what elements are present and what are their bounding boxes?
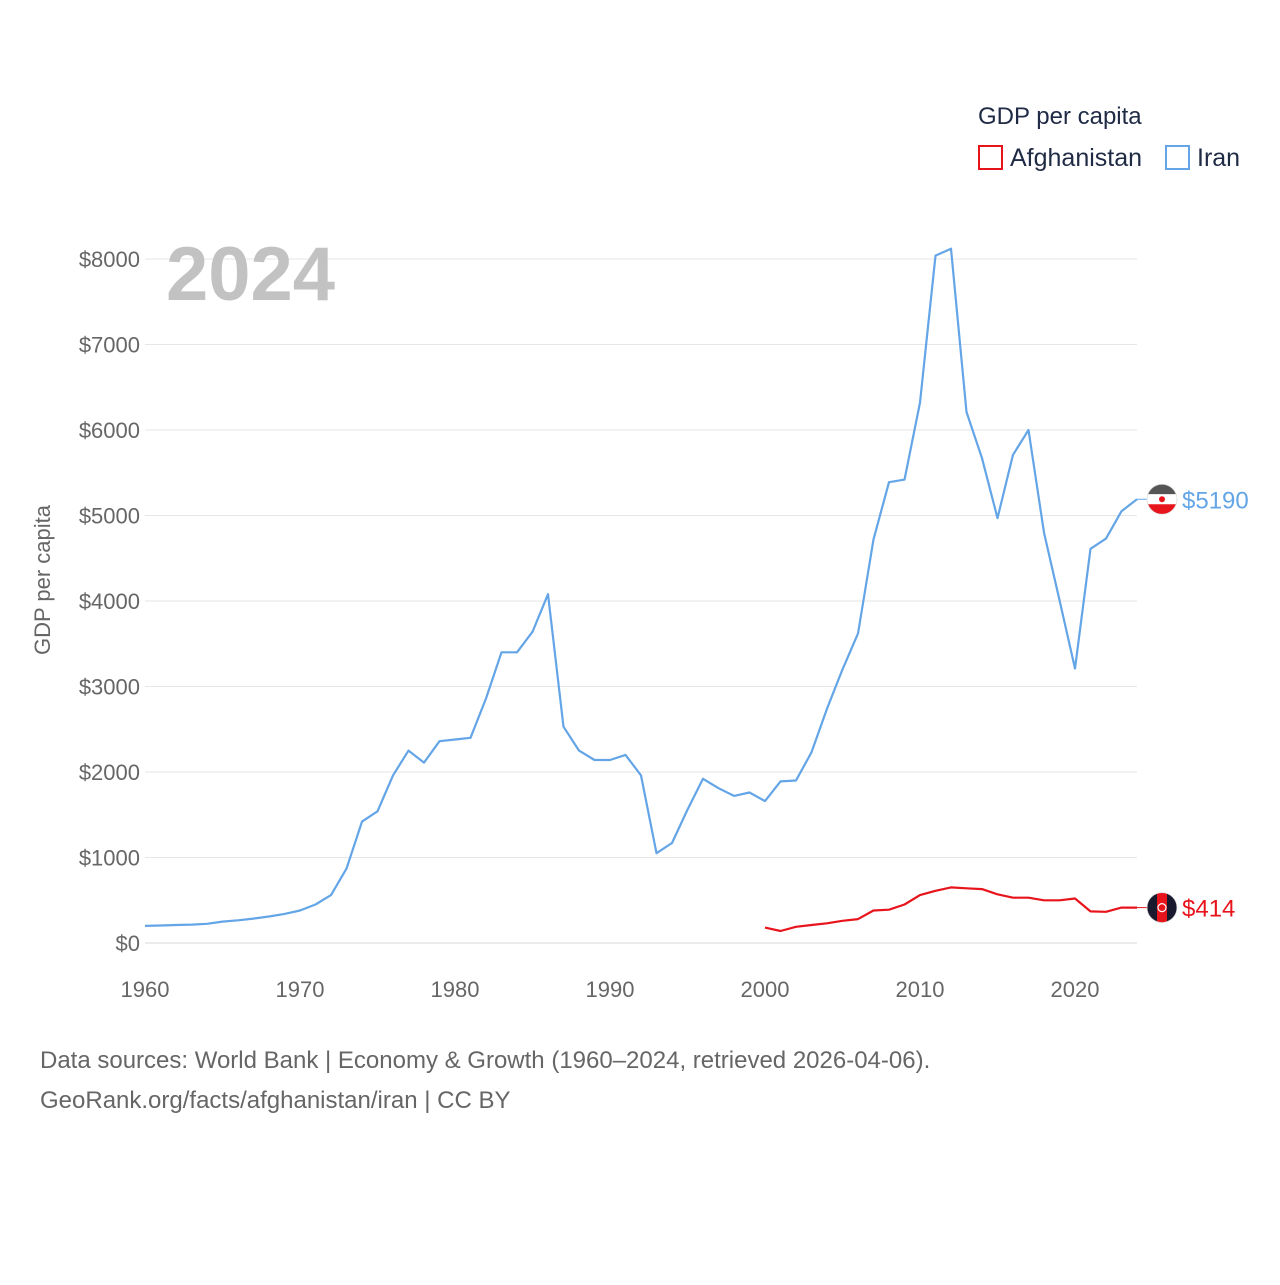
legend-item-afghanistan[interactable]: Afghanistan — [978, 144, 1142, 172]
legend-swatch-afghanistan — [978, 145, 1003, 170]
y-tick-label: $7000 — [79, 333, 140, 358]
y-tick-label: $6000 — [79, 418, 140, 443]
grid-layer — [145, 258, 1137, 944]
x-tick-label: 1960 — [121, 977, 170, 1002]
y-tick-label: $8000 — [79, 247, 140, 272]
iran-flag-icon — [1146, 483, 1178, 515]
legend-label-afghanistan: Afghanistan — [1010, 144, 1142, 172]
legend-item-iran[interactable]: Iran — [1165, 144, 1240, 172]
end-value-label-afghanistan: $414 — [1182, 896, 1235, 923]
y-tick-label: $2000 — [79, 760, 140, 785]
end-labels: $414 $5190 — [1137, 483, 1249, 924]
series-line-iran[interactable] — [144, 247, 1138, 927]
x-tick-label: 1980 — [431, 977, 480, 1002]
legend-swatch-iran — [1165, 145, 1190, 170]
legend[interactable]: GDP per capita Afghanistan Iran — [978, 103, 1240, 172]
y-tick-label: $4000 — [79, 589, 140, 614]
series-line-afghanistan[interactable] — [764, 886, 1137, 933]
x-tick-labels: 1960 1970 1980 1990 2000 2010 2020 — [121, 977, 1100, 1002]
y-tick-label: $1000 — [79, 846, 140, 871]
x-tick-label: 2020 — [1051, 977, 1100, 1002]
x-tick-label: 1990 — [586, 977, 635, 1002]
legend-label-iran: Iran — [1197, 144, 1240, 172]
y-tick-labels: $0 $1000 $2000 $3000 $4000 $5000 $6000 $7000 $80… — [79, 247, 140, 956]
year-watermark: 2024 — [166, 232, 335, 317]
afghanistan-flag-icon — [1146, 892, 1178, 924]
end-value-label-iran: $5190 — [1182, 487, 1249, 514]
y-tick-label: $5000 — [79, 504, 140, 529]
legend-title: GDP per capita — [978, 103, 1142, 130]
x-tick-label: 2010 — [896, 977, 945, 1002]
x-tick-label: 1970 — [276, 977, 325, 1002]
source-line-1: Data sources: World Bank | Economy & Gro… — [40, 1047, 930, 1074]
y-axis-label: GDP per capita — [30, 504, 55, 655]
y-tick-label: $3000 — [79, 675, 140, 700]
series-layer — [144, 247, 1138, 933]
source-line-2: GeoRank.org/facts/afghanistan/iran | CC … — [40, 1087, 510, 1114]
x-tick-label: 2000 — [741, 977, 790, 1002]
y-tick-label: $0 — [116, 931, 140, 956]
